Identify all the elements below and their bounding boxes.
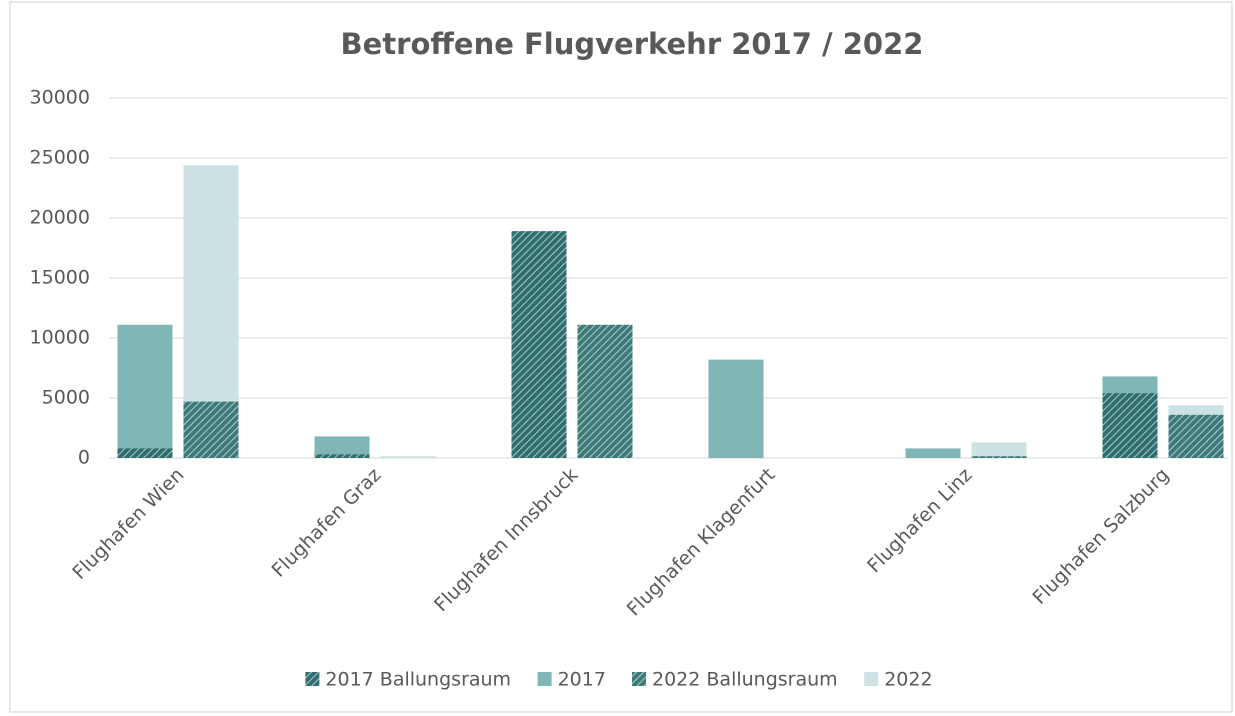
bar (117, 448, 173, 458)
bar (511, 231, 567, 458)
legend-label: 2022 Ballungsraum (652, 669, 838, 691)
bar (1102, 393, 1158, 458)
bar (183, 401, 239, 458)
y-tick-label: 20000 (30, 207, 90, 229)
bar (577, 324, 633, 458)
bar (117, 324, 173, 458)
bar (380, 456, 436, 458)
y-tick-label: 25000 (30, 147, 90, 169)
y-tick-label: 15000 (30, 267, 90, 289)
y-tick-label: 10000 (30, 327, 90, 349)
bar (708, 359, 764, 458)
y-tick-label: 0 (78, 447, 90, 469)
bar (905, 448, 961, 458)
bar (314, 436, 370, 458)
bar (314, 454, 370, 458)
legend-label: 2017 Ballungsraum (325, 669, 511, 691)
bar (971, 442, 1027, 458)
y-tick-label: 5000 (42, 387, 90, 409)
bar (1168, 414, 1224, 458)
legend-swatch (305, 672, 320, 686)
legend-label: 2022 (884, 669, 932, 691)
legend-swatch (864, 672, 879, 686)
chart-title: Betroffene Flugverkehr 2017 / 2022 (341, 27, 924, 61)
legend-swatch (537, 672, 552, 686)
legend-swatch (632, 672, 646, 686)
y-tick-label: 30000 (30, 87, 90, 109)
legend-label: 2017 (558, 669, 606, 691)
bar (971, 456, 1027, 458)
